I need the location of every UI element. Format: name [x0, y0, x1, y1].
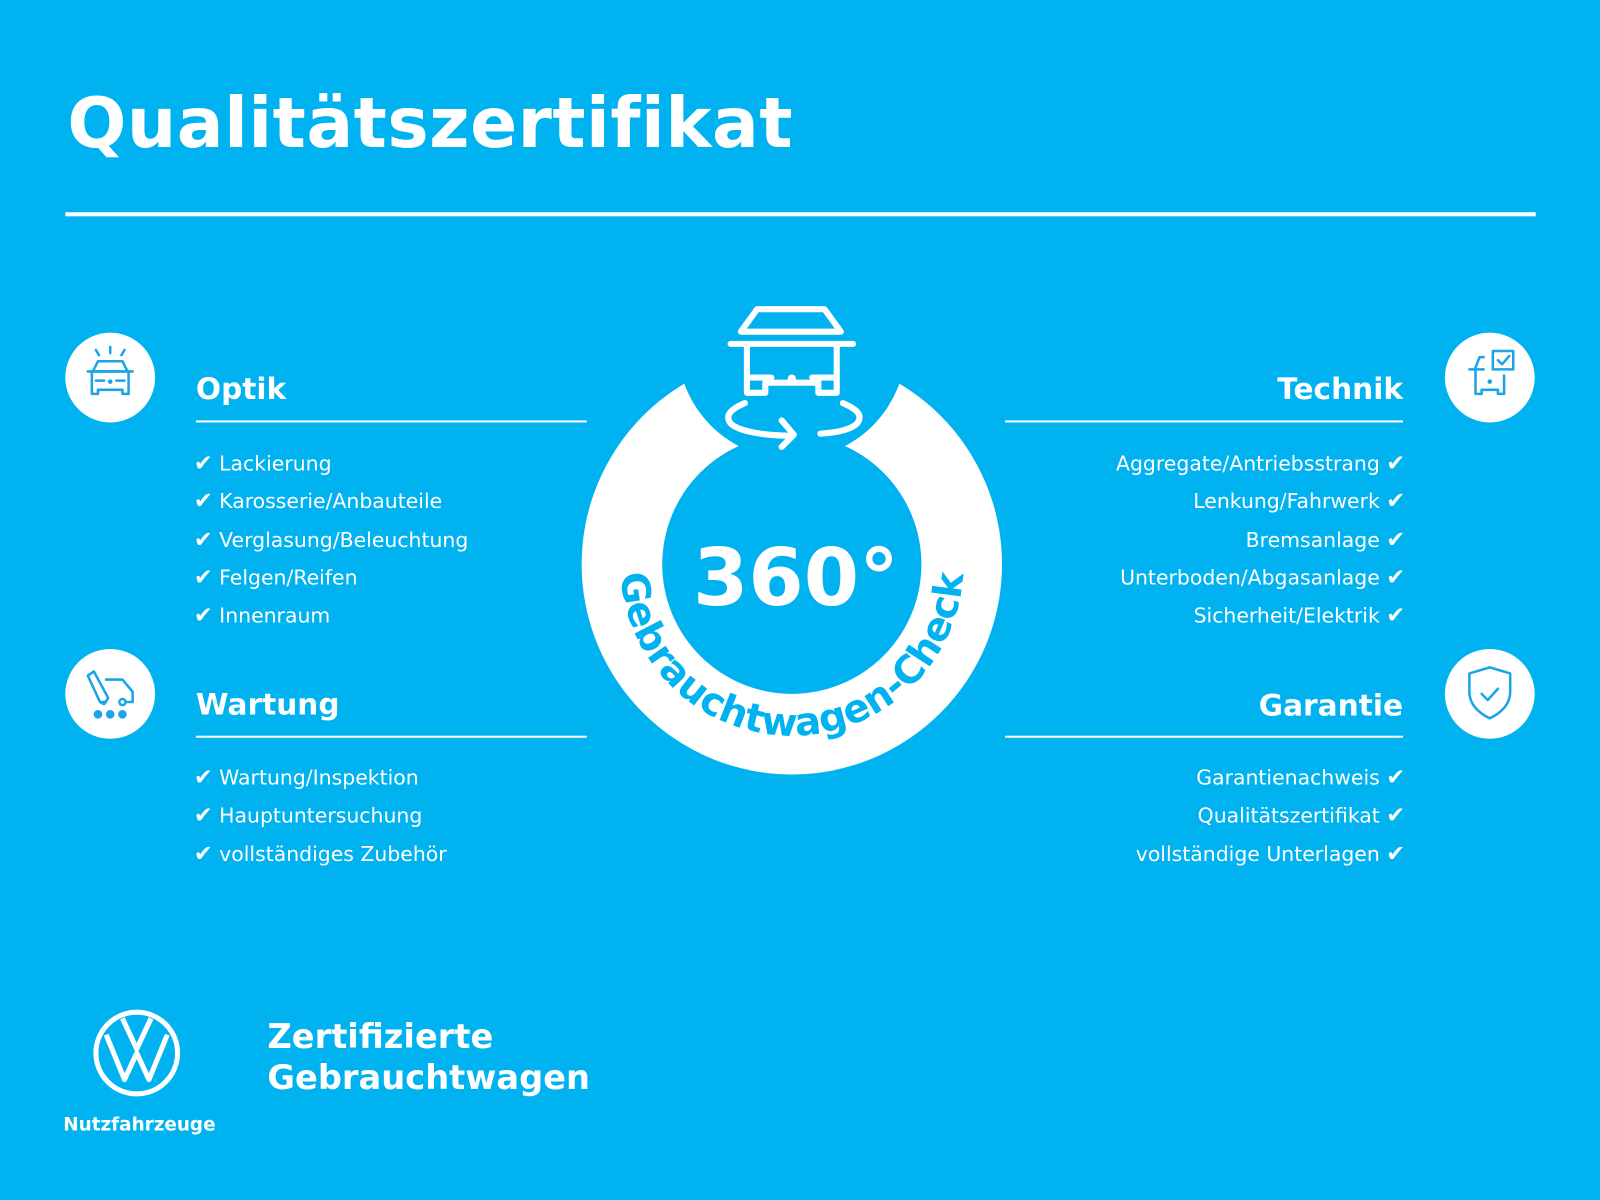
- badge-number: 360°: [693, 531, 899, 624]
- checklist-item-label: Lenkung/Fahrwerk: [1193, 489, 1380, 514]
- checklist-item-label: Wartung/Inspektion: [219, 765, 419, 790]
- section-heading-technik: Technik: [1277, 371, 1404, 407]
- checklist-item-label: Felgen/Reifen: [219, 565, 358, 590]
- check-icon: ✔: [1386, 603, 1406, 629]
- brand-tagline: Zertifizierte Gebrauchtwagen: [267, 1016, 590, 1098]
- check-icon: ✔: [193, 489, 213, 515]
- checklist-item-label: Aggregate/Antriebsstrang: [1115, 451, 1380, 476]
- check-icon: ✔: [1386, 565, 1406, 591]
- check-icon: ✔: [193, 803, 213, 829]
- checklist-item-label: Garantienachweis: [1196, 765, 1380, 790]
- checklist-item: Aggregate/Antriebsstrang ✔: [995, 445, 1405, 483]
- checklist-item: Qualitätszertifikat ✔: [995, 797, 1405, 835]
- checklist-item-label: Verglasung/Beleuchtung: [219, 527, 469, 552]
- checklist-item: vollständige Unterlagen ✔: [995, 835, 1405, 873]
- 360-check-badge: 360° Gebrauchtwagen-Check: [581, 306, 1003, 775]
- checklist-item-label: Innenraum: [219, 603, 331, 628]
- checklist-item: ✔ Verglasung/Beleuchtung: [194, 521, 468, 559]
- checklist-item-label: Sicherheit/Elektrik: [1193, 603, 1380, 628]
- checklist-item: ✔ Felgen/Reifen: [194, 559, 468, 597]
- check-icon: ✔: [193, 841, 213, 867]
- check-icon: ✔: [193, 565, 213, 591]
- car-front-lights-icon: [65, 332, 156, 423]
- check-icon: ✔: [1386, 451, 1406, 477]
- checklist-item: ✔ Wartung/Inspektion: [194, 759, 447, 797]
- section-heading-wartung: Wartung: [195, 686, 340, 722]
- checklist-item: ✔ vollständiges Zubehör: [194, 835, 447, 873]
- technik-list: Aggregate/Antriebsstrang ✔ Lenkung/Fahrwe…: [995, 445, 1405, 635]
- checklist-item-label: Unterboden/Abgasanlage: [1120, 565, 1380, 590]
- check-icon: ✔: [1386, 803, 1406, 829]
- checklist-item: Lenkung/Fahrwerk ✔: [995, 483, 1405, 521]
- check-icon: ✔: [193, 765, 213, 791]
- title-divider: [65, 212, 1536, 217]
- checklist-item-label: vollständiges Zubehör: [219, 841, 447, 866]
- shield-check-icon: [1444, 648, 1535, 739]
- badge-ring: [581, 354, 1003, 775]
- checklist-item: Garantienachweis ✔: [995, 759, 1405, 797]
- check-icon: ✔: [193, 527, 213, 553]
- section-divider: [1005, 735, 1404, 738]
- vw-logo: [93, 1009, 181, 1097]
- section-divider: [195, 420, 587, 423]
- checklist-item: Sicherheit/Elektrik ✔: [995, 597, 1406, 635]
- checklist-item-label: Lackierung: [219, 451, 332, 476]
- garantie-list: Garantienachweis ✔ Qualitätszertifikat ✔ v…: [995, 759, 1405, 873]
- section-heading-optik: Optik: [195, 371, 287, 407]
- page-title: Qualitätszertifikat: [67, 83, 794, 165]
- section-heading-garantie: Garantie: [1258, 687, 1404, 723]
- van-wrench-icon: [65, 648, 156, 739]
- check-icon: ✔: [1386, 489, 1406, 515]
- checklist-item: Unterboden/Abgasanlage ✔: [995, 559, 1405, 597]
- car-checklist-icon: [1444, 332, 1535, 423]
- brand-line-2: Gebrauchtwagen: [267, 1057, 591, 1097]
- check-icon: ✔: [193, 603, 213, 629]
- checklist-item-label: Karosserie/Anbauteile: [219, 489, 443, 514]
- check-icon: ✔: [1386, 765, 1406, 791]
- check-icon: ✔: [1386, 841, 1406, 867]
- checklist-item-label: Hauptuntersuchung: [219, 803, 423, 828]
- wartung-list: ✔ Wartung/Inspektion ✔ Hauptuntersuchung ✔…: [194, 759, 447, 873]
- checklist-item: Bremsanlage ✔: [995, 521, 1405, 559]
- section-divider: [1005, 420, 1404, 423]
- optik-list: ✔ Lackierung ✔ Karosserie/Anbauteile ✔ Ver…: [194, 445, 468, 635]
- section-divider: [195, 735, 587, 738]
- checklist-item: ✔ Lackierung: [194, 445, 468, 483]
- brand-subtitle: Nutzfahrzeuge: [63, 1114, 216, 1136]
- check-icon: ✔: [1386, 527, 1406, 553]
- checklist-item-label: vollständige Unterlagen: [1135, 841, 1380, 866]
- checklist-item: ✔ Innenraum: [194, 597, 468, 635]
- checklist-item: ✔ Hauptuntersuchung: [194, 797, 447, 835]
- checklist-item-label: Bremsanlage: [1245, 527, 1380, 552]
- check-icon: ✔: [193, 451, 213, 477]
- checklist-item: ✔ Karosserie/Anbauteile: [194, 483, 468, 521]
- brand-line-1: Zertifizierte: [267, 1016, 494, 1057]
- checklist-item-label: Qualitätszertifikat: [1197, 803, 1380, 828]
